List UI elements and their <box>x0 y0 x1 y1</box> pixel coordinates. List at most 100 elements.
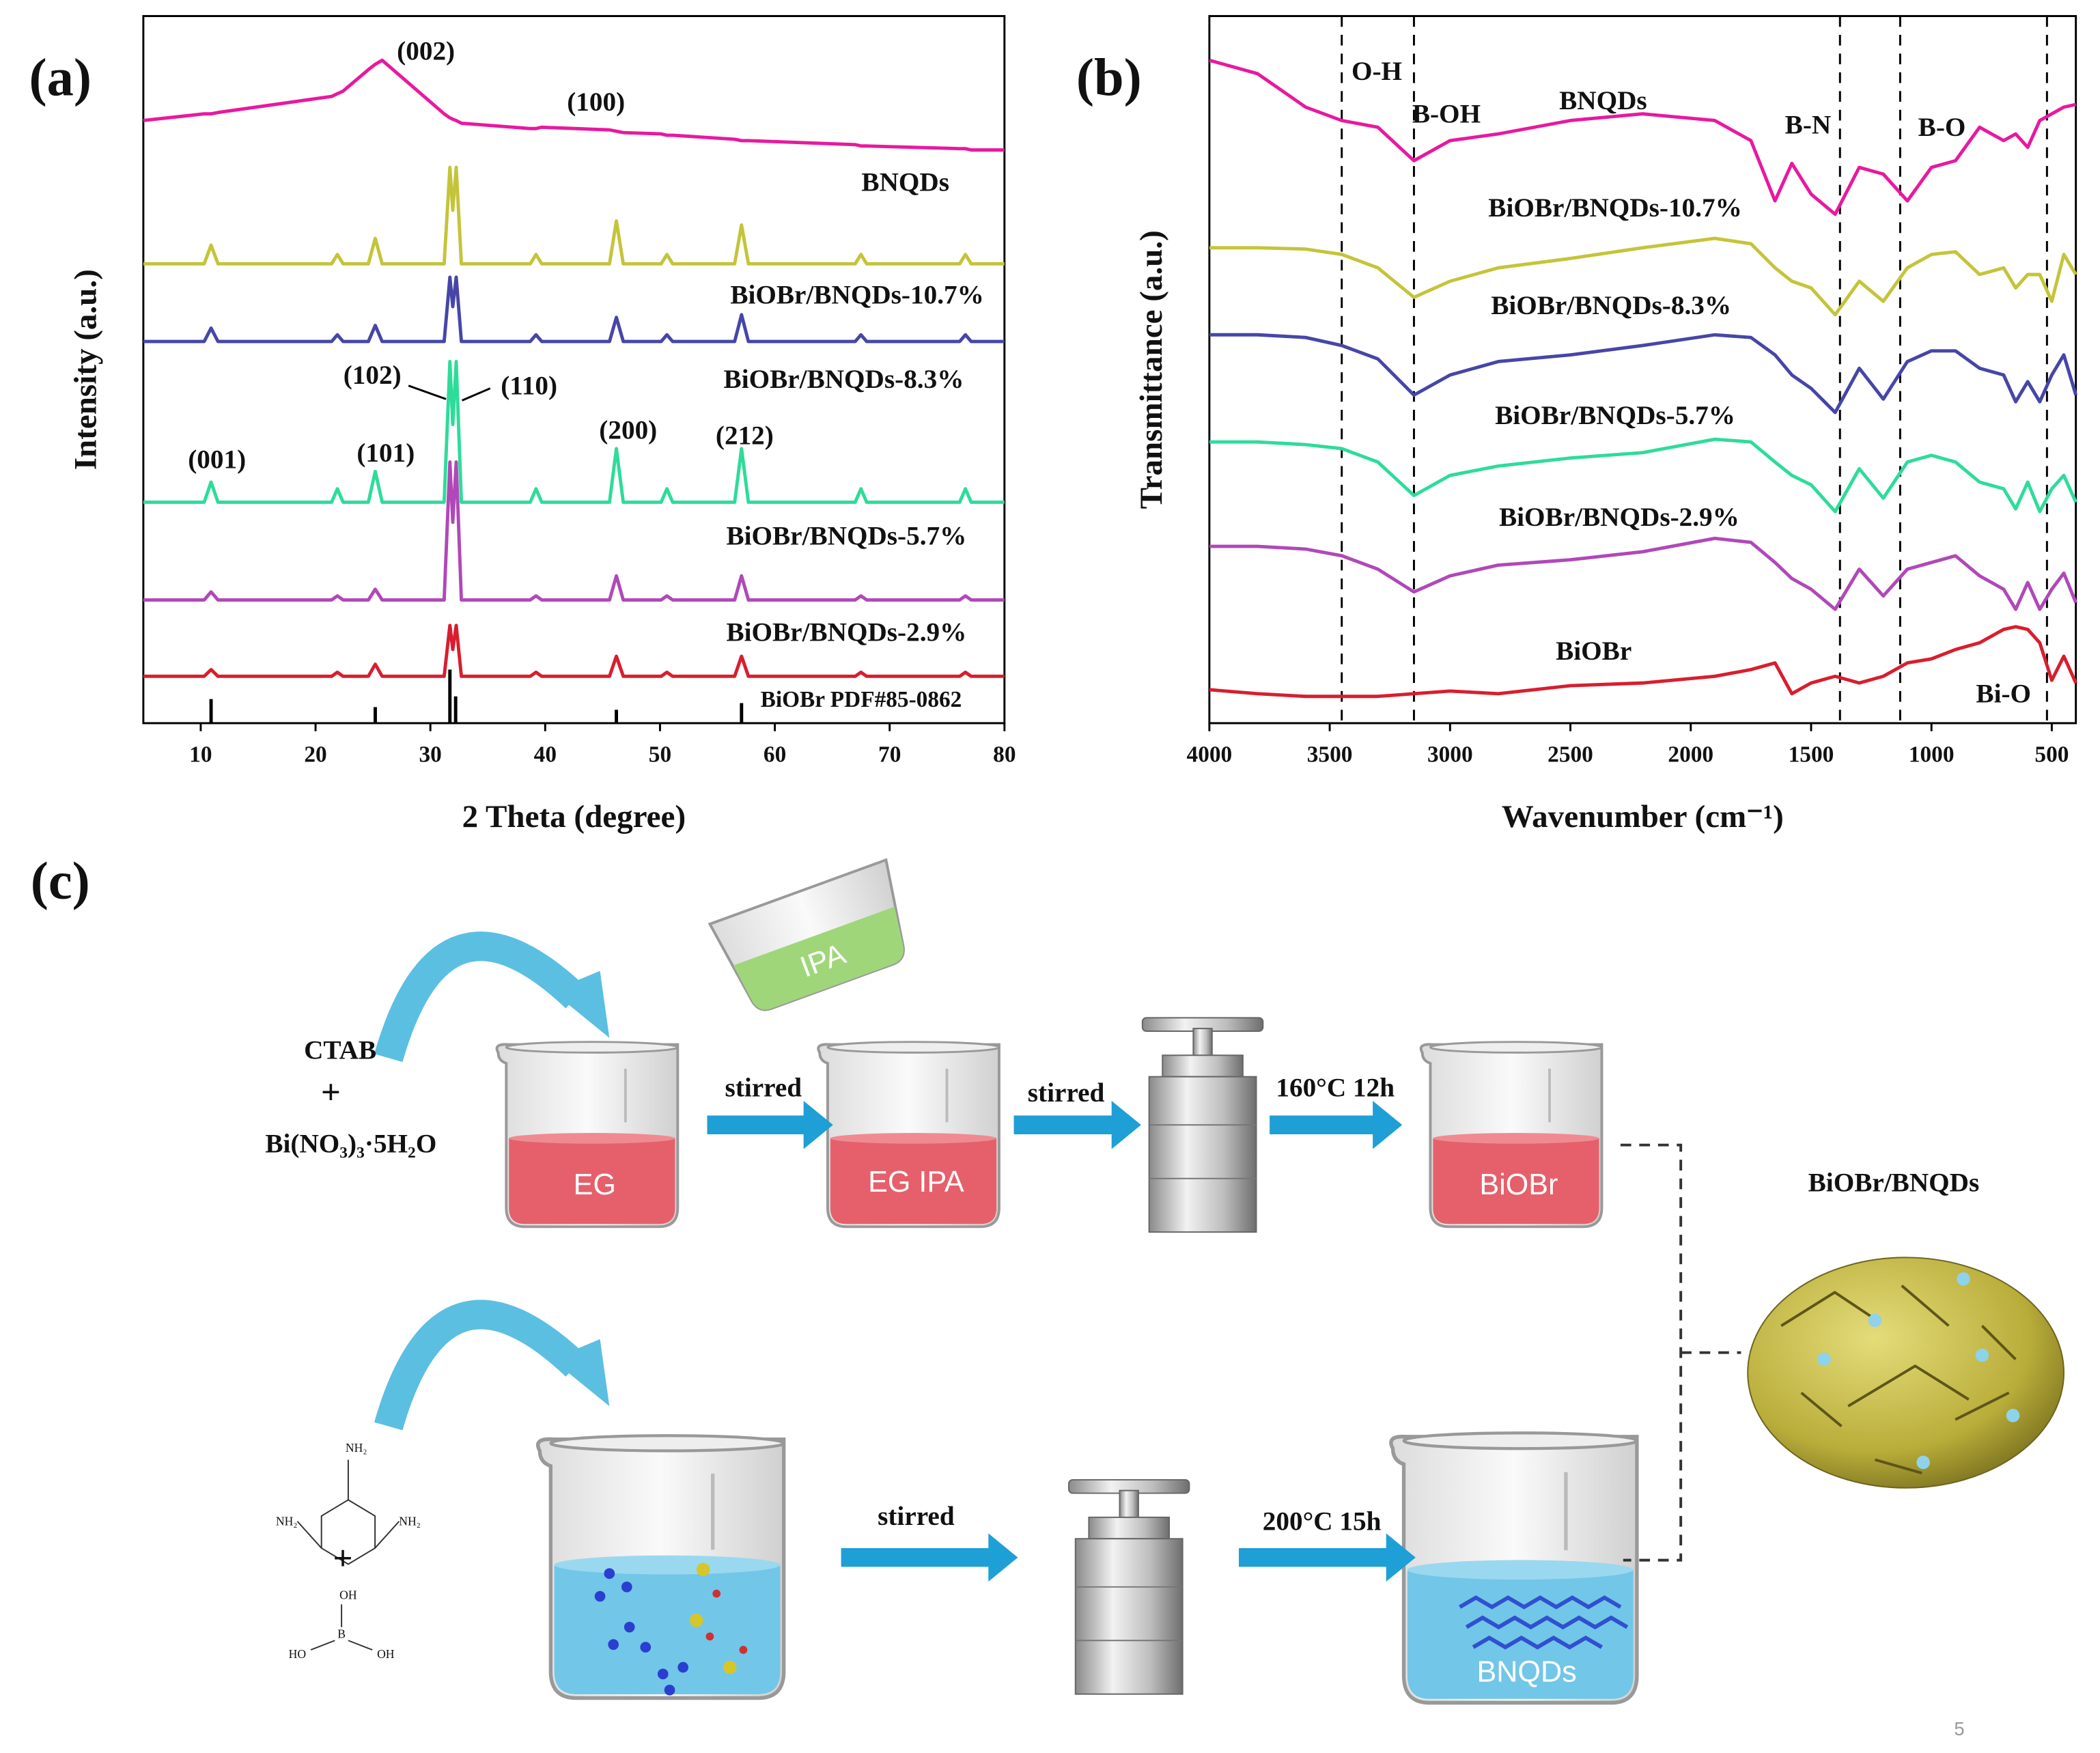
plus: + <box>333 1539 353 1577</box>
atom-label: NH₂ <box>399 1515 421 1528</box>
atom-label: B <box>337 1627 346 1640</box>
annotation: (101) <box>356 438 415 468</box>
series-line <box>143 165 1005 266</box>
arrow <box>707 1100 833 1149</box>
plus: + <box>321 1074 341 1112</box>
melamine-ring <box>320 1499 376 1565</box>
x-tick-label: 1000 <box>1909 742 1955 768</box>
atom-label: NH₂ <box>276 1515 298 1528</box>
x-tick-label: 30 <box>419 742 442 768</box>
atom-label: OH <box>377 1647 395 1661</box>
beaker-label: EG <box>574 1168 616 1201</box>
series-label: BiOBr/BNQDs-8.3% <box>1491 291 1731 320</box>
dots <box>1817 1272 2020 1470</box>
x-tick-label: 50 <box>649 742 671 768</box>
annotation: B-N <box>1785 110 1832 139</box>
x-tick-label: 500 <box>2034 742 2069 768</box>
x-tick-label: 20 <box>304 742 326 768</box>
annotation: (200) <box>599 415 657 445</box>
x-tick-label: 3500 <box>1307 742 1353 768</box>
pointer <box>462 387 491 402</box>
autoclave <box>1067 1478 1190 1695</box>
annotation: O-H <box>1352 57 1402 86</box>
bn-lattice <box>1459 1595 1629 1650</box>
series-label: BiOBr <box>1556 636 1632 666</box>
beaker: BiOBr <box>1419 1040 1604 1229</box>
series-line <box>143 58 1005 152</box>
series-label: BiOBr/BNQDs-10.7% <box>730 280 984 309</box>
plot-frame <box>1208 15 2077 725</box>
molecules <box>594 1562 748 1696</box>
series-line <box>1209 236 2077 317</box>
series-line <box>143 360 1005 504</box>
panel-label: (b) <box>1076 48 1142 107</box>
annotation: Bi-O <box>1976 679 2031 709</box>
step-label: stirred <box>1028 1078 1105 1108</box>
series-label: BiOBr/BNQDs-10.7% <box>1488 193 1742 223</box>
arrow-head <box>551 970 610 1038</box>
schematic: CTAB + Bi(NO₃)₃·5H₂O EG IPA EG IPA <box>265 858 2064 1702</box>
series-label: BiOBr/BNQDs-8.3% <box>724 365 964 394</box>
plot-frame <box>142 15 1006 725</box>
arrow-head <box>551 1339 610 1407</box>
series-label: BiOBr/BNQDs-2.9% <box>726 618 966 647</box>
bond <box>296 1521 322 1549</box>
page-number: 5 <box>1954 1718 1964 1739</box>
panel-label: (a) <box>29 48 92 107</box>
arrow <box>1239 1533 1416 1582</box>
autoclave <box>1141 1017 1264 1233</box>
beaker-label: EG IPA <box>868 1166 964 1198</box>
beaker-label: BNQDs <box>1477 1656 1577 1689</box>
atom-label: NH₂ <box>346 1441 367 1455</box>
arrow <box>841 1533 1018 1582</box>
series-line <box>1209 536 2077 611</box>
curved-arrow <box>374 931 587 1063</box>
bracket <box>1620 1143 1741 1562</box>
annotation: (102) <box>344 361 402 390</box>
series-line <box>1209 333 2078 415</box>
product-label: BiOBr/BNQDs <box>1808 1168 1980 1198</box>
curved-arrow <box>374 1300 587 1431</box>
step-label: 200°C 15h <box>1263 1507 1382 1537</box>
series-label: BiOBr/BNQDs-5.7% <box>1495 401 1735 430</box>
x-tick-label: 3000 <box>1427 742 1473 768</box>
beaker-label: BiOBr <box>1479 1168 1558 1201</box>
x-tick-label: 60 <box>764 742 786 768</box>
series-line <box>143 275 1005 343</box>
x-tick-label: 10 <box>189 742 212 768</box>
beaker: EG <box>495 1040 680 1229</box>
arrow <box>1270 1100 1403 1149</box>
annotation: (001) <box>188 445 246 475</box>
step-label: stirred <box>725 1073 802 1102</box>
annotation: (100) <box>567 87 625 117</box>
beaker: EG IPA <box>817 1040 1000 1229</box>
y-axis-title: Intensity (a.u.) <box>68 269 103 470</box>
atom-label: HO <box>289 1647 306 1661</box>
x-tick-label: 80 <box>993 742 1016 768</box>
series-line <box>1209 58 2077 216</box>
annotation: (110) <box>501 371 557 401</box>
x-tick-label: 4000 <box>1187 742 1233 768</box>
x-tick-label: 1500 <box>1789 742 1834 768</box>
series-label: BNQDs <box>861 168 949 197</box>
flakes <box>1780 1285 2017 1475</box>
reagent: CTAB <box>304 1035 376 1065</box>
bond <box>374 1521 400 1549</box>
annotation: (002) <box>397 36 455 66</box>
pointer <box>408 384 447 400</box>
series-line <box>1209 437 2077 514</box>
series-line <box>1209 625 2077 699</box>
reference-label: BiOBr PDF#85-0862 <box>761 687 962 712</box>
y-axis-title: Transmittance (a.u.) <box>1134 230 1169 509</box>
x-tick-label: 70 <box>878 742 901 768</box>
x-tick-label: 2500 <box>1548 742 1593 768</box>
chart: 10 20 30 40 50 60 70 80 2 Theta (degree) Intensit… <box>68 15 1016 835</box>
bond <box>348 1640 373 1651</box>
step-label: stirred <box>878 1502 955 1531</box>
reagent: Bi(NO₃)₃·5H₂O <box>265 1130 436 1159</box>
annotation: B-OH <box>1412 100 1481 129</box>
x-axis-title: 2 Theta (degree) <box>462 799 686 835</box>
arrow <box>1013 1100 1141 1149</box>
